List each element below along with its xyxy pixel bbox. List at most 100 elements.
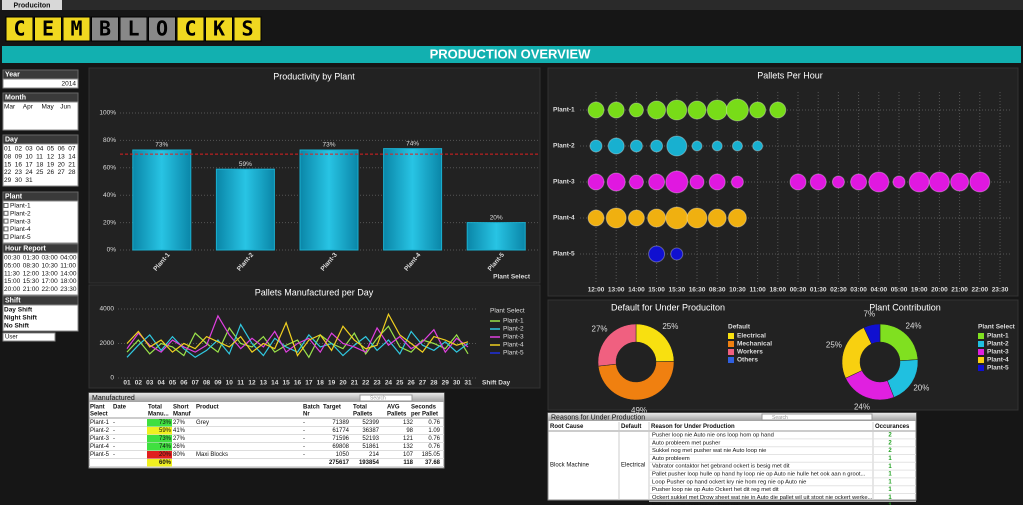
legend-label[interactable]: Plant-3 bbox=[987, 349, 1009, 356]
filter-list[interactable] bbox=[2, 78, 79, 89]
bar[interactable] bbox=[383, 148, 443, 251]
bubble[interactable] bbox=[731, 140, 743, 152]
bar[interactable] bbox=[215, 168, 275, 251]
tab-label[interactable]: Produciton bbox=[14, 2, 51, 9]
bubble[interactable] bbox=[711, 140, 723, 152]
bubble[interactable] bbox=[648, 173, 666, 191]
filter-item[interactable]: 16 bbox=[15, 161, 23, 168]
filter-item[interactable]: Apr bbox=[23, 104, 34, 111]
bubble[interactable] bbox=[666, 135, 688, 157]
filter-item[interactable]: 08 bbox=[4, 154, 12, 161]
bubble[interactable] bbox=[706, 99, 728, 121]
legend-label[interactable]: Plant-3 bbox=[503, 334, 524, 341]
bubble[interactable] bbox=[670, 247, 684, 261]
filter-item[interactable]: 14:00 bbox=[60, 270, 77, 277]
legend-label[interactable]: Plant-1 bbox=[987, 333, 1009, 340]
bubble[interactable] bbox=[666, 99, 688, 121]
bubble[interactable] bbox=[725, 98, 749, 122]
bubble[interactable] bbox=[727, 208, 747, 228]
filter-item[interactable]: 17 bbox=[25, 161, 33, 168]
filter-item[interactable]: 25 bbox=[36, 169, 44, 176]
filter-item[interactable]: Plant-5 bbox=[10, 234, 31, 241]
filter-item[interactable]: Plant-3 bbox=[10, 218, 31, 225]
filter-item[interactable]: 28 bbox=[68, 169, 76, 176]
bubble[interactable] bbox=[707, 208, 727, 228]
filter-item[interactable]: 05 bbox=[47, 146, 55, 153]
filter-item[interactable]: 03 bbox=[25, 146, 33, 153]
filter-item[interactable]: 21:00 bbox=[23, 286, 40, 293]
bubble[interactable] bbox=[689, 174, 705, 190]
filter-item[interactable]: 12 bbox=[47, 154, 55, 161]
filter-item[interactable]: 21 bbox=[68, 161, 76, 168]
filter-item[interactable]: 10:30 bbox=[42, 263, 59, 270]
filter-item[interactable]: 26 bbox=[47, 169, 55, 176]
filter-item[interactable]: 18:00 bbox=[60, 278, 77, 285]
search-box[interactable] bbox=[761, 413, 873, 421]
filter-item[interactable]: No Shift bbox=[4, 322, 30, 329]
legend-label[interactable]: Others bbox=[737, 357, 758, 364]
legend-label[interactable]: Plant-5 bbox=[503, 350, 524, 357]
filter-item[interactable]: 11:30 bbox=[4, 270, 20, 277]
filter-item[interactable]: Plant-4 bbox=[10, 226, 31, 233]
legend-label[interactable]: Workers bbox=[737, 349, 763, 356]
filter-item[interactable]: Jun bbox=[60, 104, 71, 111]
legend-label[interactable]: Plant-4 bbox=[503, 342, 524, 349]
filter-item[interactable]: 31 bbox=[25, 177, 33, 184]
filter-item[interactable]: Plant-1 bbox=[10, 203, 31, 210]
bubble[interactable] bbox=[892, 175, 906, 189]
bar[interactable] bbox=[132, 149, 192, 251]
bubble[interactable] bbox=[647, 100, 667, 120]
bubble[interactable] bbox=[605, 207, 627, 229]
filter-item[interactable]: 30 bbox=[15, 177, 23, 184]
filter-list[interactable] bbox=[2, 143, 79, 187]
bubble[interactable] bbox=[969, 171, 991, 193]
search-placeholder[interactable]: Search bbox=[772, 415, 788, 421]
bubble[interactable] bbox=[769, 101, 787, 119]
bubble[interactable] bbox=[928, 171, 950, 193]
bubble[interactable] bbox=[647, 208, 667, 228]
bubble[interactable] bbox=[628, 174, 644, 190]
filter-item[interactable]: 00:30 bbox=[4, 255, 21, 262]
filter-item[interactable]: 04 bbox=[36, 146, 44, 153]
legend-label[interactable]: Plant-2 bbox=[987, 341, 1009, 348]
filter-item[interactable]: 08:30 bbox=[23, 263, 40, 270]
filter-item[interactable]: 23:30 bbox=[60, 286, 77, 293]
filter-item[interactable]: Night Shift bbox=[4, 315, 38, 322]
filter-item[interactable]: 18 bbox=[36, 161, 44, 168]
bubble[interactable] bbox=[628, 102, 644, 118]
donut-slice[interactable] bbox=[863, 323, 881, 345]
filter-item[interactable]: 22:00 bbox=[42, 286, 59, 293]
filter-item[interactable]: 14 bbox=[68, 154, 76, 161]
filter-item[interactable]: 10 bbox=[25, 154, 33, 161]
filter-list[interactable] bbox=[2, 304, 79, 332]
filter-item[interactable]: 13:00 bbox=[42, 270, 59, 277]
bubble[interactable] bbox=[665, 206, 689, 230]
filter-item[interactable]: 11:00 bbox=[60, 263, 76, 270]
filter-item[interactable]: 05:00 bbox=[4, 263, 21, 270]
bubble[interactable] bbox=[650, 139, 664, 153]
search-placeholder[interactable]: Search bbox=[370, 395, 386, 401]
filter-item[interactable]: 29 bbox=[4, 177, 12, 184]
bubble[interactable] bbox=[629, 139, 643, 153]
checkbox[interactable] bbox=[3, 218, 9, 224]
search-box[interactable] bbox=[359, 394, 413, 402]
bubble[interactable] bbox=[868, 171, 890, 193]
filter-list[interactable] bbox=[2, 101, 79, 131]
bubble[interactable] bbox=[587, 173, 605, 191]
donut-slice[interactable] bbox=[597, 361, 675, 401]
filter-item[interactable]: 17:00 bbox=[42, 278, 59, 285]
filter-item[interactable]: Day Shift bbox=[4, 307, 33, 314]
bubble[interactable] bbox=[607, 137, 625, 155]
filter-item[interactable]: 02 bbox=[15, 146, 23, 153]
checkbox[interactable] bbox=[3, 226, 9, 232]
legend-label[interactable]: Plant-5 bbox=[987, 365, 1009, 372]
filter-item[interactable]: 09 bbox=[15, 154, 23, 161]
filter-item[interactable]: 03:00 bbox=[42, 255, 59, 262]
bubble[interactable] bbox=[708, 173, 726, 191]
filter-list[interactable] bbox=[2, 252, 79, 296]
filter-item[interactable]: Mar bbox=[4, 104, 16, 111]
bubble[interactable] bbox=[752, 140, 764, 152]
bubble[interactable] bbox=[831, 175, 845, 189]
bubble[interactable] bbox=[789, 173, 807, 191]
filter-item[interactable]: 20:00 bbox=[4, 286, 21, 293]
